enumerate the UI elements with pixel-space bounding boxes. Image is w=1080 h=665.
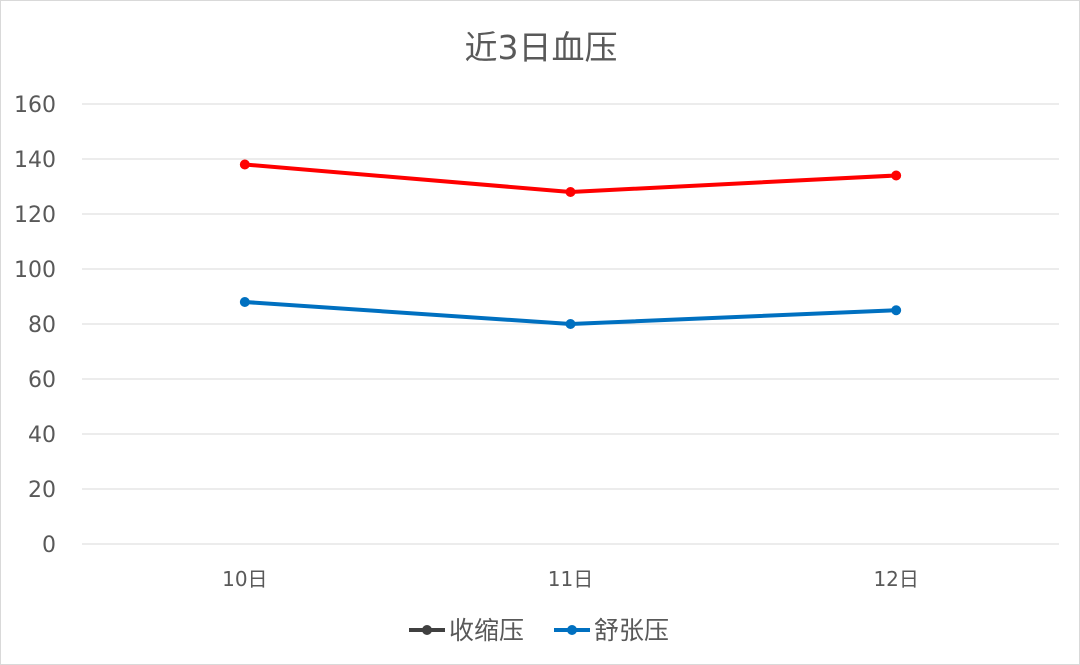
legend-marker [422, 625, 432, 635]
legend-label: 收缩压 [449, 616, 524, 645]
x-tick-label: 12日 [873, 567, 918, 591]
data-point [891, 305, 902, 316]
legend: 收缩压 舒张压 [409, 616, 669, 645]
legend-item: 舒张压 [554, 616, 669, 645]
series-layer [239, 159, 902, 329]
legend-label: 舒张压 [594, 616, 669, 645]
y-tick-label: 20 [28, 478, 56, 503]
series-2 [239, 297, 902, 329]
series-1 [239, 159, 902, 197]
data-point [239, 297, 250, 307]
x-axis-ticks: 10日 11日 12日 [222, 567, 919, 591]
y-tick-label: 40 [28, 423, 56, 448]
y-tick-label: 120 [14, 203, 56, 228]
data-point [565, 319, 576, 329]
y-tick-label: 80 [28, 313, 56, 338]
y-axis-ticks: 0 20 40 60 80 100 120 140 160 [14, 93, 56, 558]
data-point [891, 170, 902, 181]
y-tick-label: 100 [14, 258, 56, 283]
data-point [239, 159, 250, 170]
y-tick-label: 60 [28, 368, 56, 393]
y-tick-label: 140 [14, 148, 56, 173]
chart-title: 近3日血压 [465, 28, 618, 67]
x-tick-label: 10日 [222, 567, 267, 591]
legend-marker [567, 625, 577, 635]
data-point [565, 187, 576, 197]
x-tick-label: 11日 [548, 567, 593, 591]
y-tick-label: 0 [42, 533, 56, 558]
y-tick-label: 160 [14, 93, 56, 118]
legend-item: 收缩压 [409, 616, 524, 645]
